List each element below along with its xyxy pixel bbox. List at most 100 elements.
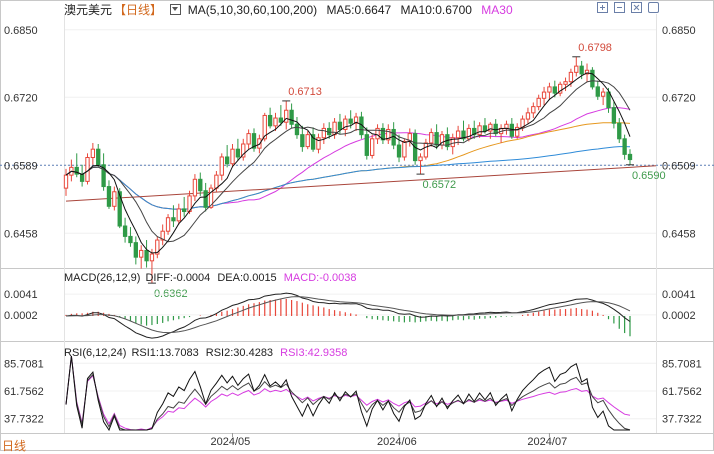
candle: [176, 208, 181, 222]
settings-icon[interactable]: [648, 2, 659, 13]
ma5-line: [65, 72, 631, 254]
candle: [472, 127, 477, 136]
period-tag[interactable]: 【日线】: [114, 3, 163, 17]
candle: [337, 121, 343, 130]
macd-tick-label: 0.0002: [4, 310, 38, 322]
candle: [305, 134, 310, 148]
rsi-tick-label-right: 37.7322: [662, 414, 702, 426]
rsi2-line: [65, 355, 631, 431]
candle: [316, 137, 321, 150]
y-tick-label: 0.6589: [4, 160, 38, 172]
rsi-tick-label-right: 61.7562: [662, 386, 702, 398]
candle: [348, 118, 353, 124]
candle: [214, 174, 219, 189]
candle: [477, 125, 482, 136]
rsi-tick-label-right: 85.7081: [662, 358, 702, 370]
candle: [155, 239, 160, 255]
candle: [267, 114, 273, 127]
macd-tick-label-right: 0.0041: [662, 289, 696, 301]
rsi-name: RSI(6,12,24): [64, 347, 127, 359]
candle: [418, 156, 423, 162]
ma-params: MA(5,10,30,60,100,200): [187, 3, 318, 17]
candle: [423, 142, 429, 158]
rsi1-value: RSI1:13.7083: [131, 347, 199, 359]
zoom-out-icon[interactable]: [614, 2, 625, 13]
candle: [321, 127, 326, 139]
y-tick-label: 0.6458: [4, 228, 38, 240]
candle: [375, 127, 380, 140]
candle: [461, 130, 466, 140]
extreme-label: 0.6590: [632, 170, 666, 182]
ma-dropdown-icon[interactable]: [170, 4, 182, 15]
diff-line: [65, 292, 631, 339]
x-tick-label: 2024/07: [527, 436, 567, 448]
candle: [79, 173, 85, 182]
candle: [579, 65, 584, 75]
x-tick-label: 2024/05: [211, 436, 251, 448]
ma10-line: [65, 80, 631, 243]
candle: [434, 132, 439, 146]
candle: [563, 81, 568, 85]
candle: [482, 125, 488, 132]
candle: [552, 86, 557, 94]
candle: [241, 143, 246, 158]
macd-value: MACD:-0.0038: [283, 272, 357, 284]
candle: [606, 91, 611, 109]
candle: [235, 148, 241, 158]
close-icon[interactable]: [631, 2, 642, 13]
candle: [117, 191, 122, 227]
candle: [203, 190, 208, 208]
y-tick-label: 0.6720: [4, 92, 38, 104]
candle: [531, 106, 536, 114]
candle: [198, 178, 203, 192]
candle: [450, 137, 455, 148]
candle: [455, 130, 461, 139]
extreme-label: 0.6713: [288, 86, 322, 98]
rsi-tick-label: 85.7081: [4, 358, 44, 370]
macd-tick-label-right: 0.0002: [662, 310, 696, 322]
candle: [192, 178, 198, 197]
extreme-label: 0.6798: [578, 42, 612, 54]
ma5-value: MA5:0.6647: [326, 3, 392, 17]
y-tick-label-right: 0.6850: [662, 25, 696, 37]
candle: [182, 208, 187, 212]
candle: [488, 123, 493, 132]
rsi-header: RSI(6,12,24) RSI1:13.7083 RSI2:30.4283 R…: [64, 347, 347, 359]
candle: [251, 133, 257, 149]
zoom-in-icon[interactable]: [597, 2, 608, 13]
candle: [144, 249, 149, 262]
candle: [558, 83, 563, 94]
macd-tick-label: 0.0041: [4, 289, 38, 301]
candle: [112, 191, 117, 207]
chart-header: 澳元美元 【日线】 MA(5,10,30,60,100,200) MA5:0.66…: [64, 1, 515, 18]
candle: [617, 122, 622, 140]
candle: [149, 253, 155, 262]
candle: [515, 126, 520, 137]
ma10-value: MA10:0.6700: [400, 3, 472, 17]
y-tick-label-right: 0.6509: [662, 160, 696, 172]
candle: [466, 127, 472, 140]
candle: [310, 134, 316, 150]
candle: [90, 148, 96, 158]
candle: [568, 71, 574, 83]
candle: [493, 123, 498, 135]
candle: [627, 153, 633, 161]
candle: [600, 91, 606, 97]
rsi3-line: [65, 355, 631, 431]
candle: [622, 138, 627, 155]
candle: [402, 140, 407, 158]
rsi2-value: RSI2:30.4283: [205, 347, 274, 359]
candle: [574, 65, 579, 73]
macd-dea: DEA:0.0015: [217, 272, 277, 284]
period-badge[interactable]: 日线: [2, 439, 27, 453]
candle: [208, 187, 214, 208]
candle: [139, 249, 144, 258]
candle: [284, 109, 289, 123]
candle: [547, 86, 552, 93]
symbol-name: 澳元美元: [64, 3, 113, 17]
x-tick-label: 2024/06: [377, 436, 417, 448]
rsi-tick-label: 61.7562: [4, 386, 44, 398]
candle: [364, 134, 369, 156]
